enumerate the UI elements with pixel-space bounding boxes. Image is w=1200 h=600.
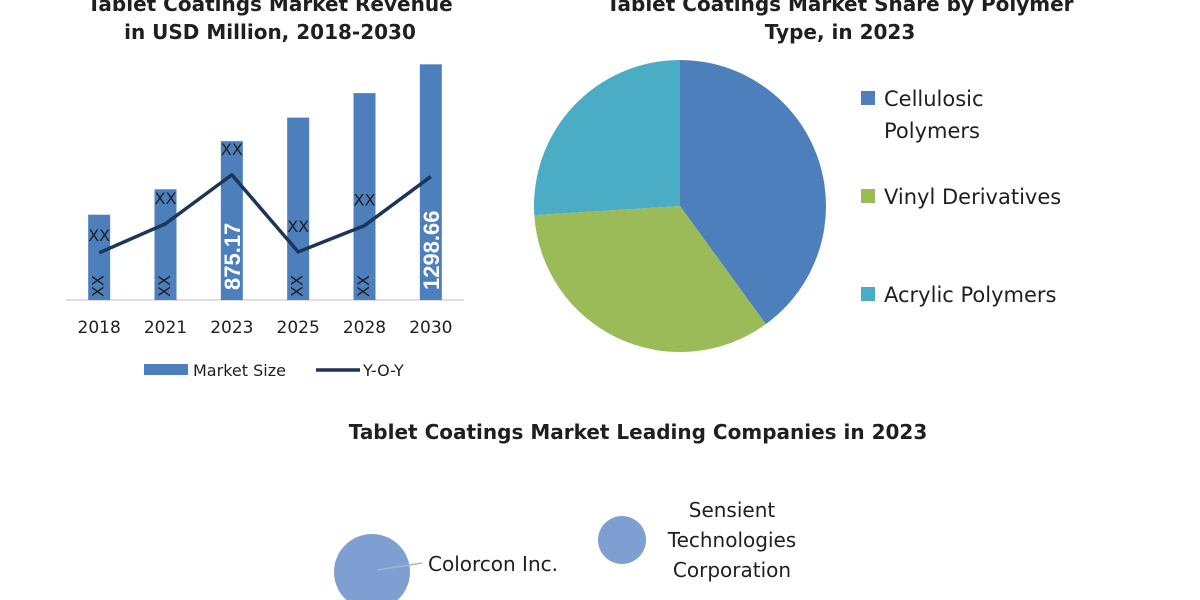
legend-yoy-label: Y-O-Y xyxy=(362,361,404,380)
pie-legend-swatch xyxy=(861,189,875,203)
company-label: Sensient xyxy=(689,498,776,522)
market-size-bar xyxy=(287,117,310,300)
market-size-bar-label: XX xyxy=(155,275,174,297)
market-size-bar xyxy=(419,64,442,300)
pie-slice xyxy=(680,60,826,325)
market-size-bar xyxy=(88,214,111,300)
legend-market-size-swatch xyxy=(144,364,188,375)
pie-legend-label: Vinyl Derivatives xyxy=(884,185,1061,209)
company-label: Colorcon Inc. xyxy=(428,552,558,576)
pie-slice xyxy=(534,60,680,216)
share-pie-chart: Cellulosic Polymers Vinyl Derivatives Acryl… xyxy=(534,60,1061,352)
yoy-line xyxy=(98,173,432,255)
market-size-bar-label: 1298.66 xyxy=(419,210,444,290)
share-chart-title: Tablet Coatings Market Share by Polymer … xyxy=(560,0,1120,46)
market-size-bar xyxy=(353,93,376,300)
companies-chart-title: Tablet Coatings Market Leading Companies… xyxy=(348,420,928,444)
market-size-bar-label: XX xyxy=(288,275,307,297)
yoy-point-label: XX xyxy=(221,140,243,159)
companies-bubble-chart: Colorcon Inc. Sensient Technologies Corpora… xyxy=(334,498,796,600)
revenue-chart-subtitle-line: in USD Million, 2018-2030 xyxy=(124,20,416,44)
x-tick-label: 2030 xyxy=(409,318,452,338)
x-tick-label: 2025 xyxy=(277,318,320,338)
market-size-bar-label: XX xyxy=(354,275,373,297)
yoy-point-label: XX xyxy=(88,226,110,245)
x-tick-label: 2023 xyxy=(210,318,253,338)
pie-legend-label: Polymers xyxy=(884,119,980,143)
revenue-bar-chart: XX 2018 XX 2021 875.17 2023 XX 2025 XX 2028 1298.6… xyxy=(66,64,464,380)
share-chart-title-line: Tablet Coatings Market Share by Polymer xyxy=(606,0,1074,16)
yoy-point-label: XX xyxy=(354,191,376,210)
x-tick-label: 2028 xyxy=(343,318,386,338)
pie-legend-swatch xyxy=(861,287,875,301)
company-label: Technologies xyxy=(667,528,796,552)
yoy-point-label: XX xyxy=(155,189,177,208)
revenue-chart-title-line: Tablet Coatings Market Revenue xyxy=(87,0,453,16)
company-leader-line xyxy=(377,562,423,571)
x-tick-label: 2018 xyxy=(78,318,121,338)
x-tick-label: 2021 xyxy=(144,318,187,338)
pie-legend-swatch xyxy=(861,91,875,105)
market-size-bar-label: 875.17 xyxy=(220,223,245,290)
yoy-point-label: XX xyxy=(287,217,309,236)
market-size-bar xyxy=(154,189,177,300)
company-label: Corporation xyxy=(673,558,791,582)
pie-legend-label: Cellulosic xyxy=(884,87,984,111)
pie-legend-label: Acrylic Polymers xyxy=(884,283,1056,307)
share-chart-subtitle-line: Type, in 2023 xyxy=(764,20,916,44)
market-size-bar-label: XX xyxy=(89,275,108,297)
legend-market-size-label: Market Size xyxy=(193,361,286,380)
company-bubble xyxy=(598,516,646,564)
pie-slice xyxy=(534,206,766,352)
company-bubble xyxy=(334,534,410,600)
revenue-chart-title: Tablet Coatings Market Revenue in USD Mi… xyxy=(60,0,480,46)
